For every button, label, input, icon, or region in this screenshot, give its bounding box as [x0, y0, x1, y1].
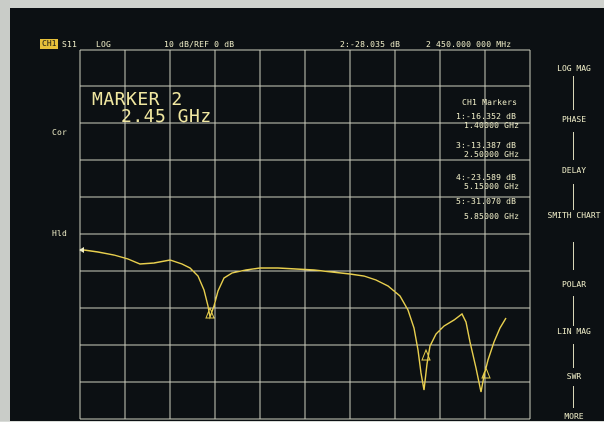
marker-symbols	[205, 306, 491, 379]
softkey-separator	[573, 184, 574, 210]
marker-readout: 2:-28.035 dB	[340, 40, 401, 49]
trace-graticule	[79, 49, 531, 420]
marker-value: 2.45 GHz	[121, 106, 212, 127]
format-label: LOG	[96, 40, 112, 49]
marker-3-line2: 2.50000 GHz	[464, 150, 520, 159]
softkey-smith-chart[interactable]: SMITH CHART	[547, 211, 601, 220]
reference-marker	[79, 247, 84, 253]
marker-1-line1: 1:-16.352 dB	[456, 112, 517, 121]
monitor-left-bezel	[0, 0, 10, 421]
softkey-swr[interactable]: SWR	[566, 372, 582, 381]
softkey-separator	[573, 76, 574, 110]
softkey-more[interactable]: MORE	[564, 412, 584, 421]
marker-5-symbol	[481, 366, 491, 379]
frequency-readout: 2 450.000 000 MHz	[426, 40, 512, 49]
marker-4-line2: 5.15000 GHz	[464, 182, 520, 191]
softkey-log-mag[interactable]: LOG MAG	[557, 64, 591, 73]
softkey-delay[interactable]: DELAY	[561, 166, 587, 175]
marker-title: MARKER 2	[92, 89, 183, 110]
scale-label: 10 dB/REF 0 dB	[164, 40, 235, 49]
softkey-polar[interactable]: POLAR	[561, 280, 587, 289]
softkey-separator	[573, 296, 574, 326]
marker-1-line2: 1.40000 GHz	[464, 121, 520, 130]
s11-trace	[83, 249, 507, 393]
marker-4-line1: 4:-23.589 dB	[456, 173, 517, 182]
marker-4-symbol	[421, 348, 431, 361]
marker-5-line2: 5.85000 GHz	[464, 212, 520, 221]
monitor-top-bezel	[0, 0, 604, 8]
channel-parameter: S11	[62, 40, 78, 49]
cor-label: Cor	[52, 128, 68, 137]
softkey-panel: LOG MAG PHASE DELAY SMITH CHART POLAR LI…	[544, 8, 604, 421]
marker-5-line1: 5:-31.070 dB	[456, 197, 517, 206]
softkey-separator	[573, 132, 574, 160]
marker-2-symbol	[205, 306, 215, 319]
grid-lines	[79, 49, 531, 420]
softkey-separator	[573, 386, 574, 408]
analyzer-screen: CH1 S11 LOG 10 dB/REF 0 dB 2:-28.035 dB …	[10, 8, 604, 421]
softkey-phase[interactable]: PHASE	[561, 115, 587, 124]
markers-panel-title: CH1 Markers	[462, 98, 518, 107]
softkey-separator	[573, 242, 574, 270]
hld-label: Hld	[52, 229, 68, 238]
softkey-separator	[573, 344, 574, 368]
marker-3-line1: 3:-13.387 dB	[456, 141, 517, 150]
softkey-lin-mag[interactable]: LIN MAG	[557, 327, 591, 336]
channel-badge: CH1	[40, 39, 59, 49]
